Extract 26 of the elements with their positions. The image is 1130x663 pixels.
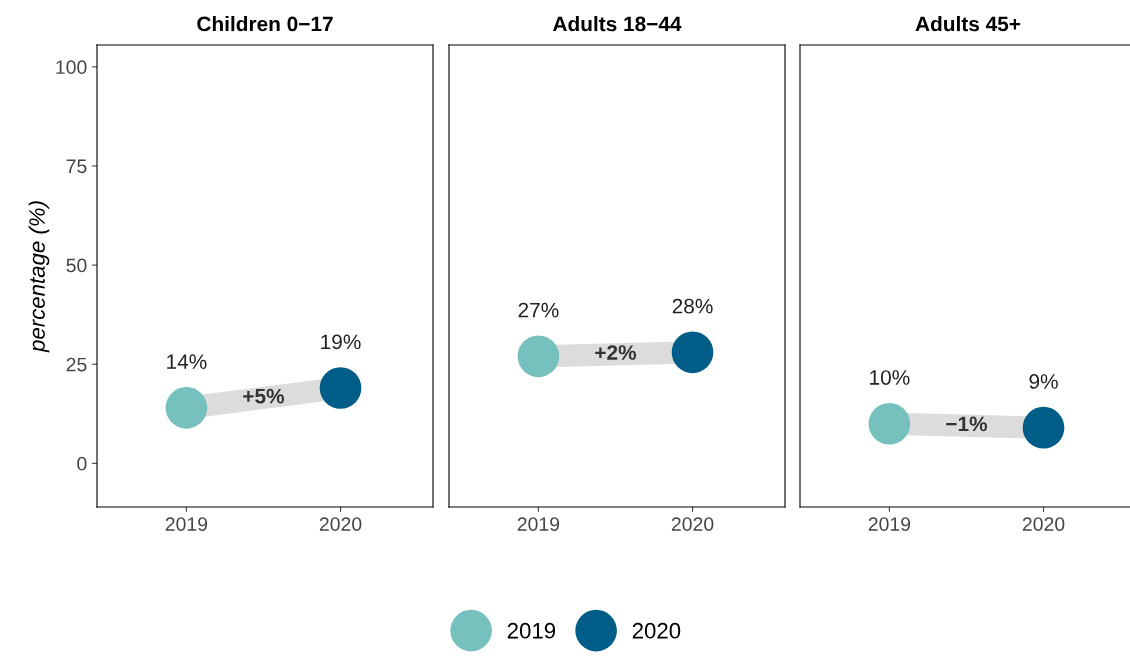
legend-label: 2019: [507, 622, 556, 639]
x-tick-label: 2019: [517, 517, 560, 531]
x-tick-label: 2020: [671, 517, 714, 531]
data-label: 10%: [870, 370, 910, 385]
y-tick-label: 25: [66, 357, 87, 372]
data-label: 14%: [167, 354, 207, 369]
y-tick-label: 0: [77, 456, 87, 471]
y-tick-label: 75: [66, 159, 87, 174]
x-tick-label: 2020: [1022, 517, 1065, 531]
data-label: 19%: [321, 334, 361, 350]
annotation: +5%: [243, 388, 285, 404]
chart-title: Adults 45+: [915, 16, 1021, 32]
annotation: −1%: [946, 416, 988, 432]
y-tick-label: 100: [56, 60, 87, 75]
data-label: 27%: [518, 302, 559, 318]
chart-title: Adults 18−44: [552, 16, 682, 32]
x-tick-label: 2020: [319, 517, 362, 531]
x-tick-label: 2019: [868, 517, 911, 531]
y-tick-label: 50: [66, 258, 87, 273]
annotation: +2%: [595, 345, 637, 360]
data-label: 28%: [672, 298, 713, 314]
data-label: 9%: [1029, 374, 1058, 389]
x-tick-label: 2019: [165, 517, 208, 531]
chart-title: Children 0−17: [197, 16, 333, 32]
legend-label: 2020: [632, 622, 681, 639]
y-axis-title: percentage (%): [28, 201, 50, 353]
